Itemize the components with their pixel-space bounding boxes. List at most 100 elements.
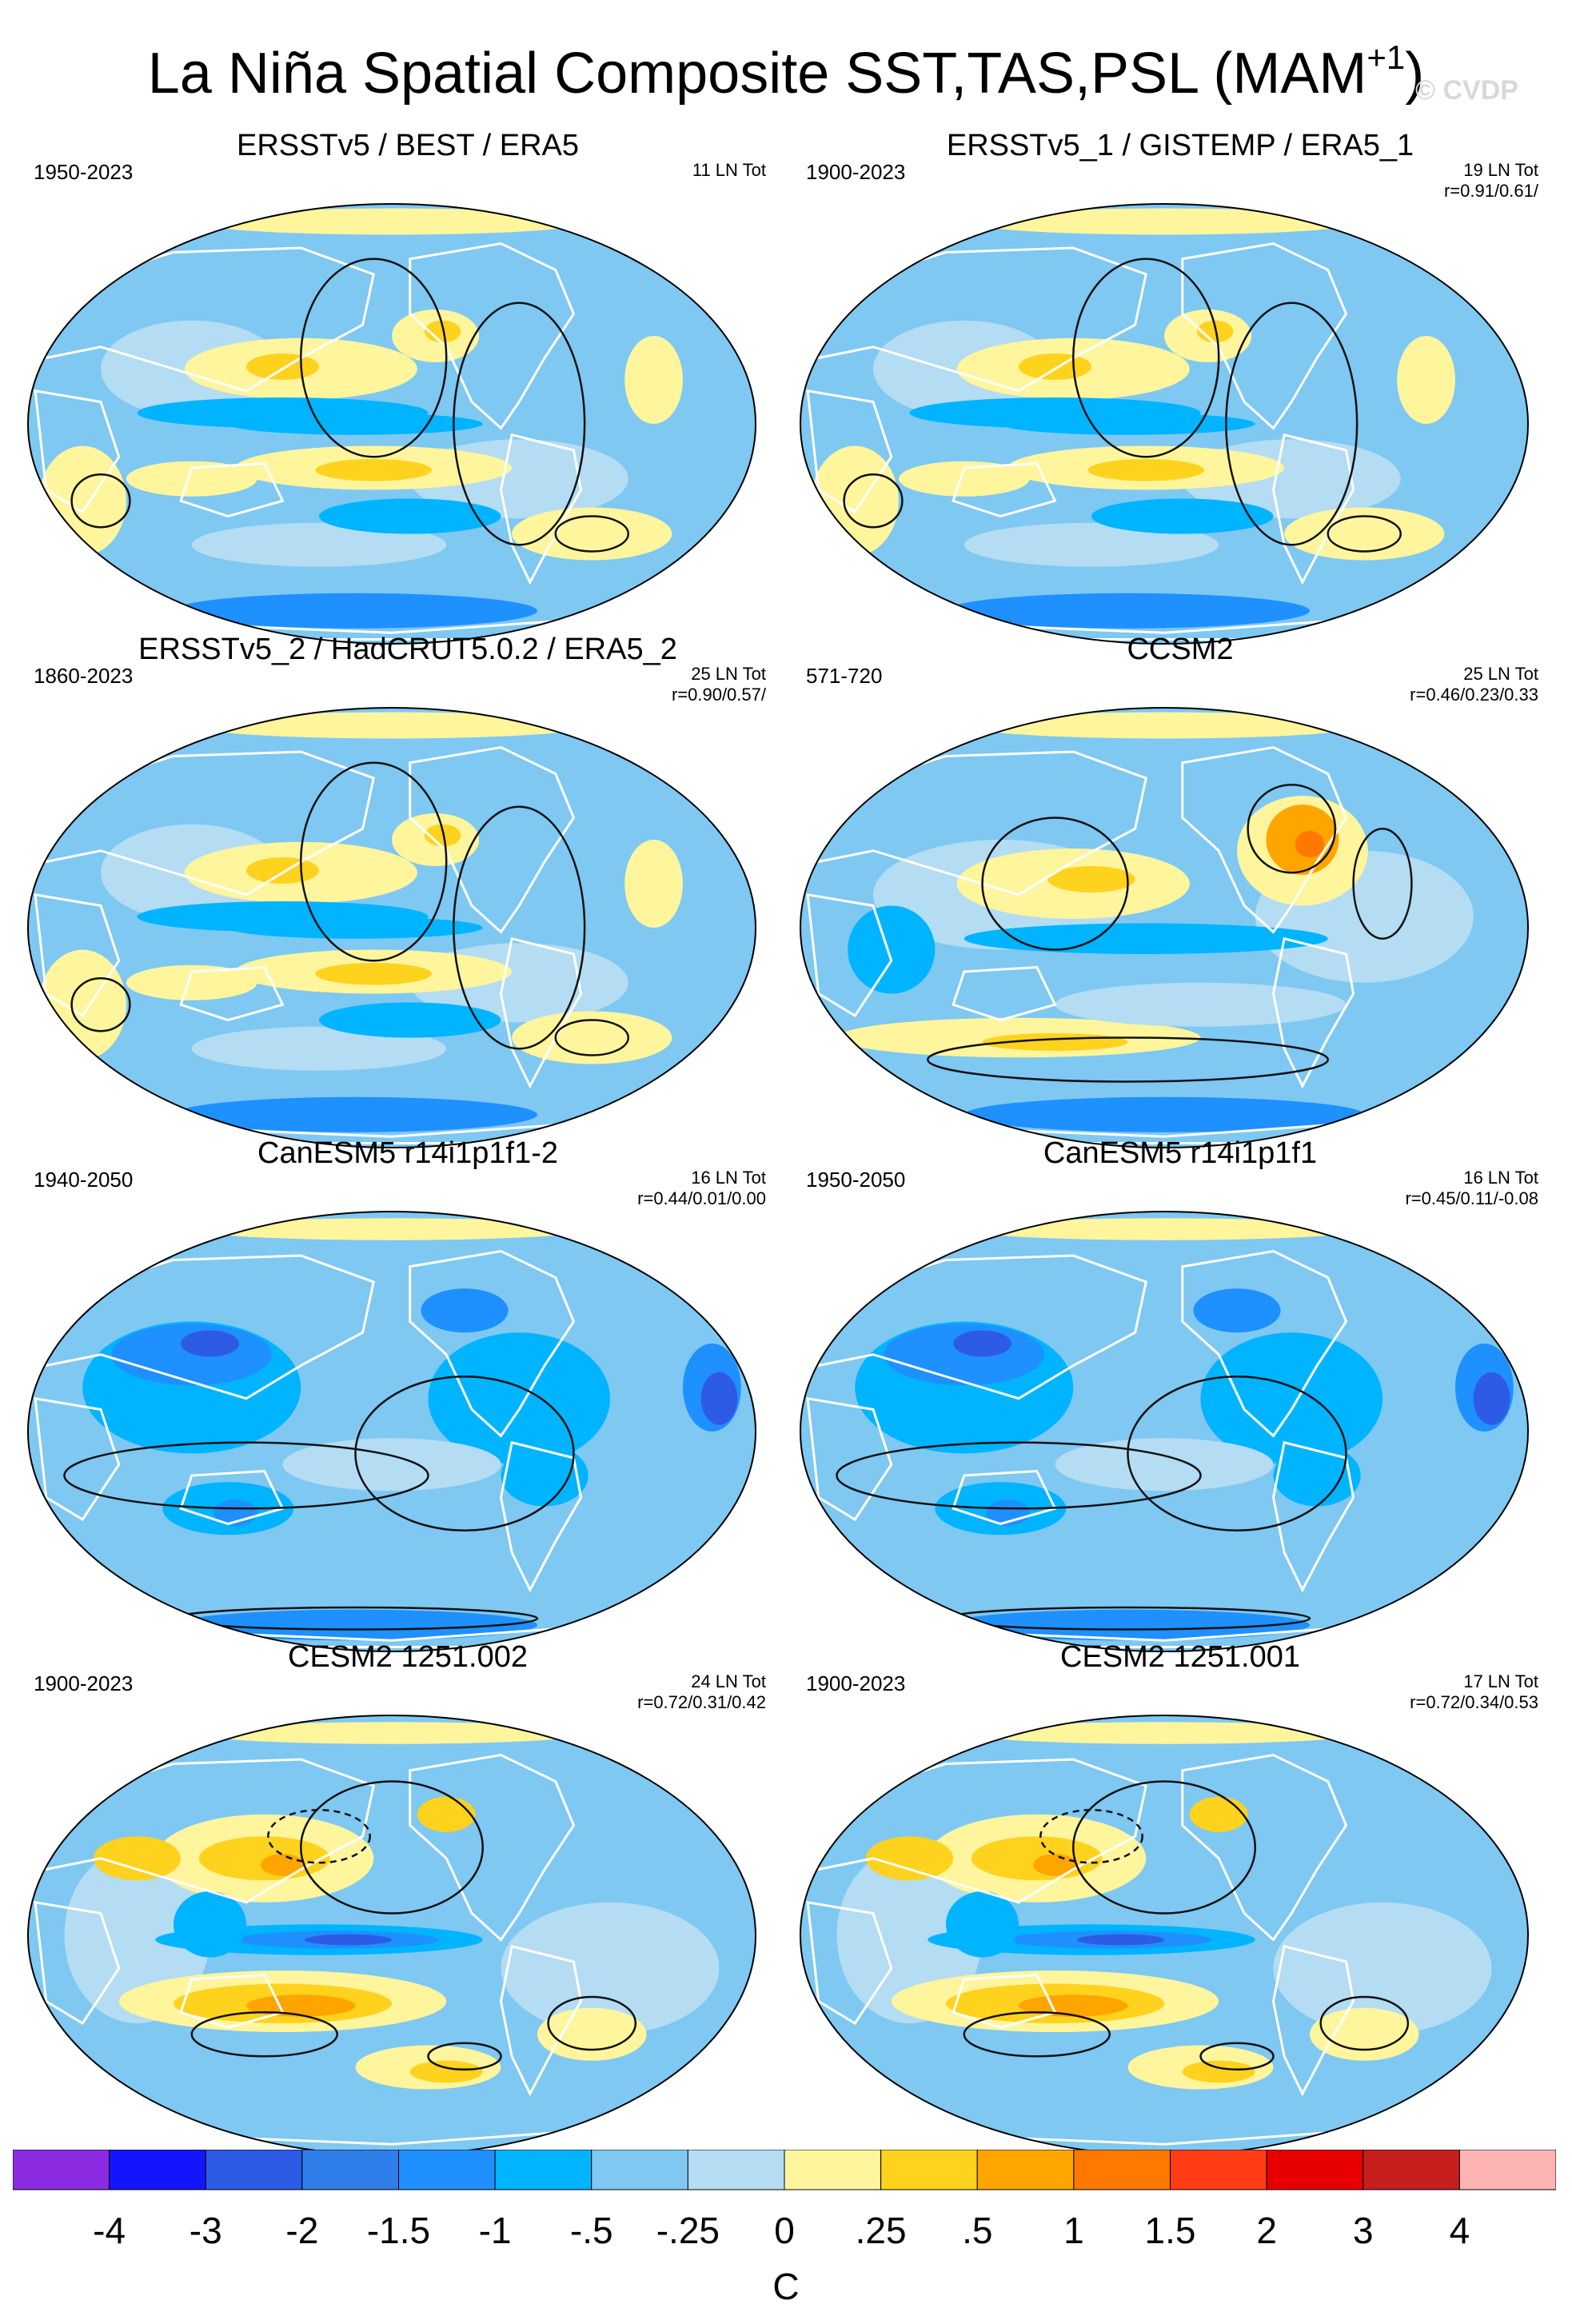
coastline bbox=[817, 750, 1147, 896]
psl-contour bbox=[963, 2011, 1111, 2058]
panel-event-count: 16 LN Tot bbox=[691, 1168, 766, 1188]
map-projection bbox=[27, 1211, 756, 1652]
anomaly-region bbox=[191, 1218, 592, 1240]
panel-correlation: r=0.46/0.23/0.33 bbox=[1410, 685, 1538, 705]
psl-contour bbox=[1127, 1376, 1347, 1531]
colorbar-swatch bbox=[205, 2150, 303, 2190]
psl-contour bbox=[1199, 2042, 1275, 2070]
colorbar-tick-label: 2 bbox=[1256, 2210, 1277, 2251]
coastline bbox=[409, 745, 576, 934]
coastline bbox=[1271, 936, 1355, 1089]
coastline bbox=[179, 1469, 285, 1526]
coastline bbox=[817, 1758, 1147, 1904]
colorbar-tick-label: 0 bbox=[774, 2210, 795, 2251]
psl-contour bbox=[1352, 828, 1413, 940]
map-panel-2: ERSSTv5_1 / GISTEMP / ERA5_1 1900-2023 19 … bbox=[796, 128, 1564, 645]
map-outline bbox=[27, 203, 756, 645]
psl-contour bbox=[547, 1995, 637, 2051]
panel-period: 571-720 bbox=[806, 664, 883, 688]
colorbar-swatch bbox=[1363, 2150, 1460, 2190]
anomaly-region bbox=[512, 1011, 672, 1064]
psl-contour bbox=[927, 1036, 1329, 1083]
colorbar-swatch bbox=[1073, 2150, 1171, 2190]
panel-period: 1940-2050 bbox=[34, 1168, 134, 1192]
map-projection bbox=[800, 203, 1529, 645]
map-projection bbox=[800, 1715, 1529, 2156]
anomaly-region bbox=[191, 522, 447, 567]
psl-contour bbox=[427, 2042, 502, 2070]
anomaly-region bbox=[1397, 336, 1455, 424]
psl-contour bbox=[300, 761, 448, 962]
anomaly-region bbox=[111, 1324, 272, 1386]
anomaly-region bbox=[624, 840, 683, 928]
colorbar-tick-label: 1 bbox=[1063, 2210, 1084, 2251]
psl-contour bbox=[554, 515, 629, 553]
colorbar-tick-label: -.25 bbox=[656, 2210, 720, 2251]
psl-contour bbox=[1072, 258, 1220, 458]
panel-correlation: r=0.91/0.61/ bbox=[1443, 181, 1538, 201]
coastline bbox=[409, 1753, 576, 1942]
anomaly-region bbox=[191, 1026, 447, 1071]
anomaly-region bbox=[501, 1902, 720, 2034]
anomaly-region bbox=[1033, 1854, 1077, 1876]
panel-correlation: r=0.44/0.01/0.00 bbox=[637, 1188, 766, 1208]
anomaly-region bbox=[898, 461, 1030, 497]
panel-count: 16 LN Tot r=0.44/0.01/0.00 bbox=[637, 1168, 766, 1209]
panel-count: 17 LN Tot r=0.72/0.34/0.53 bbox=[1410, 1671, 1538, 1713]
colorbar-tick-label: 1.5 bbox=[1144, 2210, 1196, 2251]
anomaly-region bbox=[1076, 1934, 1164, 1946]
coastline bbox=[1181, 1249, 1348, 1438]
anomaly-region bbox=[126, 461, 257, 497]
coastline bbox=[952, 1469, 1057, 1526]
anomaly-region bbox=[428, 1332, 610, 1465]
coastline bbox=[34, 389, 121, 514]
panel-period: 1900-2023 bbox=[34, 1671, 134, 1695]
colorbar-swatch bbox=[1170, 2150, 1267, 2190]
map-projection bbox=[27, 707, 756, 1148]
anomaly-region bbox=[964, 208, 1365, 235]
anomaly-region bbox=[512, 507, 672, 561]
anomaly-region bbox=[1200, 1332, 1382, 1465]
colorbar bbox=[13, 2150, 1556, 2190]
panel-event-count: 24 LN Tot bbox=[691, 1671, 766, 1691]
coastline bbox=[1271, 433, 1355, 585]
anomaly-region bbox=[315, 459, 433, 481]
anomaly-region bbox=[865, 1836, 954, 1881]
panel-period: 1900-2023 bbox=[806, 160, 906, 184]
map-panel-3: ERSSTv5_2 / HadCRUT5.0.2 / ERA5_2 1860-20… bbox=[24, 632, 792, 1148]
psl-contour bbox=[70, 977, 131, 1032]
panel-title: CESM2 1251.002 bbox=[288, 1640, 528, 1674]
coastline bbox=[179, 1973, 285, 2030]
anomaly-region bbox=[964, 1722, 1365, 1744]
map-projection bbox=[27, 1715, 756, 2156]
psl-contour bbox=[70, 473, 131, 529]
anomaly-region bbox=[93, 1836, 182, 1881]
coastline bbox=[34, 1396, 121, 1522]
anomaly-region bbox=[1055, 982, 1347, 1027]
colorbar-tick-label: -.5 bbox=[569, 2210, 613, 2251]
colorbar-swatch bbox=[1266, 2150, 1364, 2190]
panel-period: 1900-2023 bbox=[806, 1671, 906, 1695]
map-outline bbox=[800, 1211, 1529, 1652]
panel-event-count: 25 LN Tot bbox=[691, 664, 766, 684]
map-panel-6: CanESM5 r14i1p1f1 1950-2050 16 LN Tot r=0.4… bbox=[796, 1136, 1564, 1652]
anomaly-region bbox=[191, 1722, 592, 1744]
map-projection bbox=[800, 707, 1529, 1148]
panel-count: 25 LN Tot r=0.90/0.57/ bbox=[672, 664, 766, 705]
panel-event-count: 19 LN Tot bbox=[1463, 160, 1538, 180]
anomaly-region bbox=[1193, 1288, 1281, 1333]
anomaly-region bbox=[537, 2007, 647, 2061]
colorbar-swatch bbox=[13, 2150, 110, 2190]
panel-correlation: r=0.90/0.57/ bbox=[671, 685, 766, 705]
colorbar-tick-label: .25 bbox=[855, 2210, 907, 2251]
anomaly-region bbox=[964, 923, 1328, 954]
psl-contour bbox=[836, 1441, 1202, 1510]
anomaly-region bbox=[1295, 831, 1325, 857]
psl-contour bbox=[267, 1809, 371, 1864]
coastline bbox=[179, 461, 285, 518]
anomaly-region bbox=[246, 1995, 356, 2017]
anomaly-region bbox=[964, 1096, 1365, 1132]
colorbar-swatch bbox=[976, 2150, 1075, 2190]
colorbar-tick-label: -1 bbox=[478, 2210, 512, 2251]
map-panel-8: CESM2 1251.001 1900-2023 17 LN Tot r=0.72/0… bbox=[796, 1639, 1564, 2156]
